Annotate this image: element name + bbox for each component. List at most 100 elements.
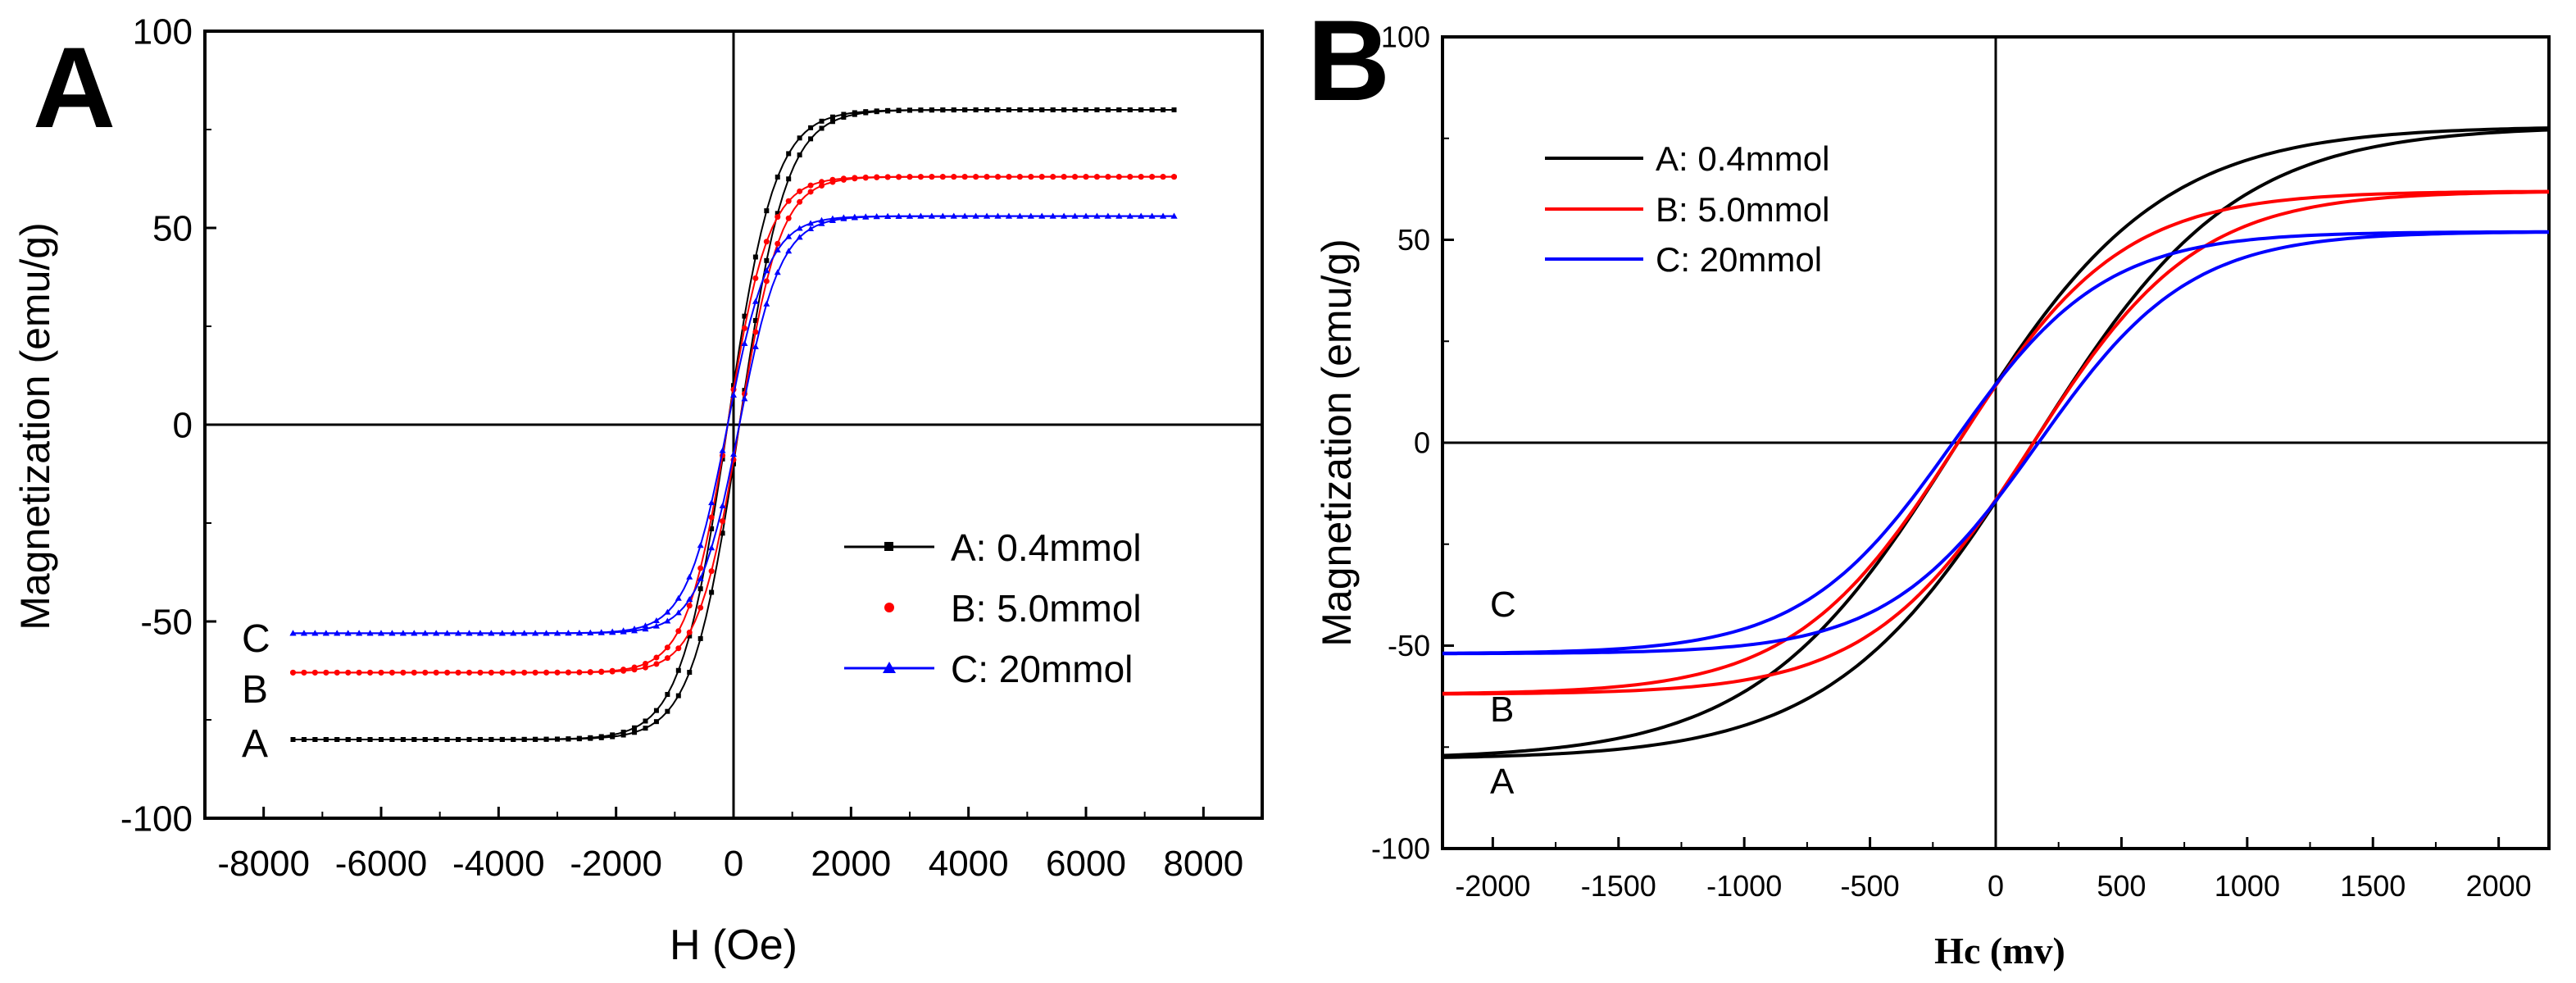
data-point xyxy=(543,669,550,676)
data-point xyxy=(708,499,716,506)
data-point xyxy=(565,630,572,636)
x-tick-label: 2000 xyxy=(2466,869,2532,903)
data-point xyxy=(719,502,726,508)
legend-a-label-c: C: 20mmol xyxy=(951,648,1133,690)
data-point xyxy=(421,630,429,636)
data-point xyxy=(1083,174,1089,180)
data-point xyxy=(752,329,759,335)
data-point xyxy=(1072,174,1079,180)
x-tick-label: 500 xyxy=(2097,869,2146,903)
data-point xyxy=(1104,212,1111,219)
data-point xyxy=(620,732,626,738)
data-point xyxy=(411,630,418,636)
data-point xyxy=(664,655,670,662)
legend-a-label-b: B: 5.0mmol xyxy=(951,587,1142,630)
data-point xyxy=(289,630,297,636)
data-point xyxy=(357,736,362,742)
data-point xyxy=(610,734,616,740)
data-point xyxy=(720,518,726,525)
series-b xyxy=(290,174,1177,676)
data-point xyxy=(840,176,847,183)
data-point xyxy=(896,107,902,113)
data-point xyxy=(730,391,737,398)
data-point xyxy=(752,343,759,349)
series-c-branch xyxy=(1442,230,2549,656)
data-point xyxy=(1105,107,1111,113)
data-point xyxy=(1148,212,1156,219)
x-tick-label: -2000 xyxy=(570,844,662,884)
data-point xyxy=(379,736,384,742)
x-ticks-a: -8000 -6000 -4000 -2000 0 2000 4000 6000 8000 xyxy=(217,807,1243,884)
data-point xyxy=(840,215,847,221)
data-point xyxy=(1149,174,1156,180)
x-tick-label: 1000 xyxy=(2215,869,2280,903)
data-point xyxy=(752,275,759,281)
data-point xyxy=(819,118,825,124)
data-point xyxy=(786,151,792,157)
data-point xyxy=(521,669,528,676)
data-point xyxy=(664,608,671,615)
data-point xyxy=(819,125,825,131)
data-point xyxy=(388,669,395,676)
data-point xyxy=(785,198,792,204)
data-point xyxy=(775,211,780,216)
y-axis-title-a: Magnetization (emu/g) xyxy=(12,222,58,630)
data-point xyxy=(708,568,715,575)
curve-tag-b-b: B xyxy=(1490,689,1514,730)
curve-tag-a-b: B xyxy=(242,668,268,712)
legend-b-label-b: B: 5.0mmol xyxy=(1656,190,1829,229)
data-point xyxy=(786,176,792,182)
data-point xyxy=(917,174,924,180)
data-point xyxy=(972,212,979,219)
data-point xyxy=(675,667,681,673)
data-point xyxy=(708,514,715,521)
data-point xyxy=(532,669,538,676)
data-point xyxy=(443,630,451,636)
y-ticks-a: -100 -50 0 50 100 xyxy=(120,11,216,839)
data-point xyxy=(1028,107,1034,113)
data-point xyxy=(687,633,693,639)
data-point xyxy=(587,669,593,676)
panel-a: A -100 -50 0 50 100 -8000 -6000 -4000 -2000 0 200… xyxy=(12,11,1264,969)
data-point xyxy=(653,708,659,713)
data-point xyxy=(533,736,538,742)
data-point xyxy=(895,212,902,219)
data-point xyxy=(961,174,968,180)
curves-b xyxy=(1442,126,2550,759)
data-point xyxy=(829,119,835,125)
data-point xyxy=(588,735,593,741)
data-point xyxy=(785,233,793,239)
data-point xyxy=(322,630,329,636)
panel-letter-b: B xyxy=(1307,0,1390,125)
data-point xyxy=(1138,174,1144,180)
data-point xyxy=(763,300,770,307)
data-point xyxy=(433,630,440,636)
data-point xyxy=(422,736,428,742)
data-point xyxy=(951,107,956,113)
data-point xyxy=(399,630,407,636)
data-point xyxy=(763,278,770,284)
data-point xyxy=(884,174,891,180)
y-tick-label: -50 xyxy=(1388,629,1430,662)
data-point xyxy=(819,182,825,189)
legend-b: A: 0.4mmol B: 5.0mmol C: 20mmol xyxy=(1545,139,1829,279)
data-point xyxy=(917,212,925,219)
data-point xyxy=(520,630,528,636)
data-point xyxy=(1050,174,1056,180)
data-point xyxy=(643,718,648,724)
data-point xyxy=(741,325,747,331)
data-point xyxy=(797,135,802,141)
legend-a-item-a: A: 0.4mmol xyxy=(844,526,1142,569)
legend-b-item-c: C: 20mmol xyxy=(1545,240,1822,279)
y-tick-label: 0 xyxy=(1414,426,1430,460)
data-point xyxy=(851,214,858,221)
data-point xyxy=(455,630,462,636)
data-point xyxy=(411,669,417,676)
x-tick-label: 6000 xyxy=(1046,844,1126,884)
data-point xyxy=(675,645,682,652)
data-point xyxy=(1170,212,1178,219)
data-point xyxy=(642,622,649,629)
data-point xyxy=(1061,107,1067,113)
